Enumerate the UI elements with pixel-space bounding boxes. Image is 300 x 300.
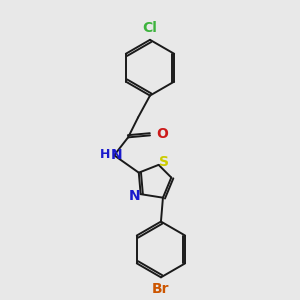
Text: O: O	[156, 128, 168, 141]
Text: Br: Br	[152, 282, 170, 296]
Text: S: S	[159, 155, 169, 169]
Text: H: H	[100, 148, 110, 161]
Text: Cl: Cl	[142, 21, 158, 35]
Text: N: N	[110, 148, 122, 162]
Text: N: N	[129, 189, 140, 203]
